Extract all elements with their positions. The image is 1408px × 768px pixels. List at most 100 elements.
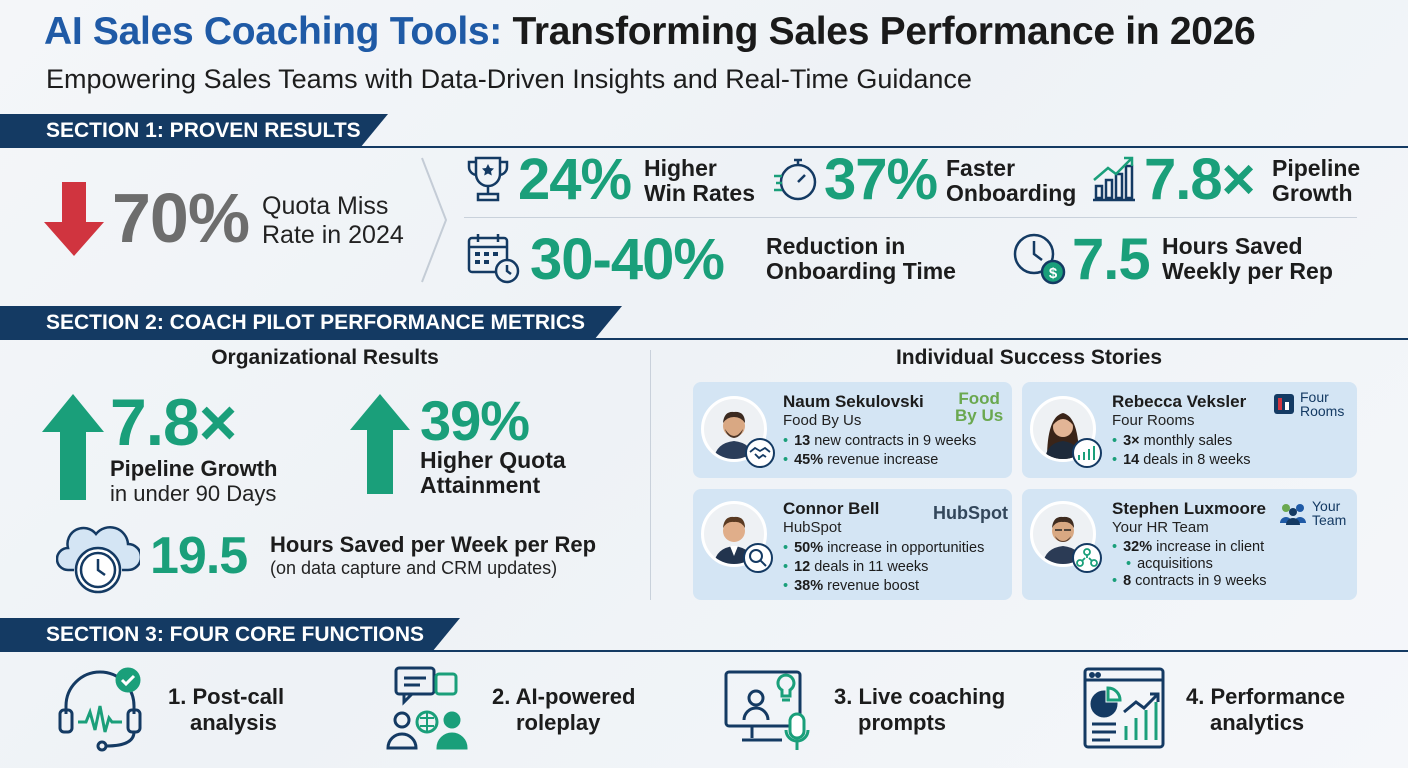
story-bullet: 13 new contracts in 9 weeks <box>783 432 976 451</box>
story-bullet: 12 deals in 11 weeks <box>783 558 984 577</box>
story-bullets: 50% increase in opportunities 12 deals i… <box>783 539 984 596</box>
story-card-rebecca: Rebecca Veksler Four Rooms Four Rooms 3×… <box>1022 382 1357 478</box>
stat-pipeline-line2: Growth <box>1272 180 1353 206</box>
company-logo-line2: Team <box>1312 512 1347 528</box>
story-bullet: 8 contracts in 9 weeks <box>1112 573 1266 590</box>
company-logo: Your Team <box>1278 499 1346 527</box>
stat-win-rates-line1: Higher <box>644 155 717 181</box>
function-post-call: 1. Post-call analysis <box>168 684 284 736</box>
monitor-microphone-icon <box>722 664 816 752</box>
quota-miss-value: 70% <box>112 179 250 257</box>
function-line2: roleplay <box>516 710 601 735</box>
avatar <box>1030 396 1096 462</box>
quota-miss-label: Quota Miss Rate in 2024 <box>262 192 404 250</box>
section1-rule <box>0 146 1408 148</box>
org-pipeline-value: 7.8× <box>110 385 237 459</box>
org-pipeline-label: Pipeline Growth <box>110 456 278 481</box>
page-title: AI Sales Coaching Tools: Transforming Sa… <box>44 10 1256 54</box>
stat-reduction-value: 30-40% <box>530 227 725 292</box>
story-name: Stephen Luxmoore <box>1112 499 1266 518</box>
four-rooms-logo-icon <box>1274 394 1294 414</box>
story-bullet: 3× monthly sales <box>1112 432 1250 451</box>
story-company: Four Rooms <box>1112 412 1195 429</box>
page-subtitle: Empowering Sales Teams with Data-Driven … <box>46 64 972 94</box>
section1-banner: SECTION 1: PROVEN RESULTS <box>0 114 388 148</box>
story-company: Food By Us <box>783 412 862 429</box>
story-card-connor: Connor Bell HubSpot HubSpot 50% increase… <box>693 489 1012 600</box>
org-quota-label: Higher Quota Attainment <box>420 448 566 498</box>
chevron-divider <box>420 156 450 284</box>
stat-onboarding-value: 37% <box>824 147 938 212</box>
stat-pipeline-label: Pipeline Growth <box>1272 156 1360 206</box>
bar-chart-icon <box>1072 438 1102 468</box>
function-roleplay: 2. AI-powered roleplay <box>492 684 635 736</box>
handshake-icon <box>745 438 775 468</box>
stat-win-rates-value: 24% <box>518 147 632 212</box>
quota-miss-line1: Quota Miss <box>262 192 389 220</box>
company-logo-line1: Four <box>1300 389 1329 405</box>
title-main: Transforming Sales Performance in 2026 <box>512 10 1256 53</box>
org-hours-label: Hours Saved per Week per Rep <box>270 532 597 557</box>
function-line1: 2. AI-powered <box>492 684 636 709</box>
story-bullet: 45% revenue increase <box>783 451 976 470</box>
avatar <box>701 396 767 462</box>
up-arrow-icon <box>42 394 104 500</box>
stat-pipeline-line1: Pipeline <box>1272 155 1361 181</box>
stat-onboarding-line2: Onboarding <box>946 180 1077 206</box>
analytics-dashboard-icon <box>1082 666 1166 750</box>
function-line1: 4. Performance <box>1186 684 1345 709</box>
section2-divider <box>650 350 651 600</box>
story-bullet: 38% revenue boost <box>783 577 984 596</box>
story-bullets: 13 new contracts in 9 weeks 45% revenue … <box>783 432 976 470</box>
company-logo-line2: Rooms <box>1300 403 1345 419</box>
company-logo-line2: By Us <box>955 406 1004 425</box>
calendar-clock-icon <box>466 232 520 284</box>
cloud-clock-icon <box>56 520 140 596</box>
org-results-heading: Organizational Results <box>211 346 439 369</box>
story-name: Connor Bell <box>783 499 880 518</box>
org-quota-value: 39% <box>420 389 530 452</box>
section3-banner: SECTION 3: FOUR CORE FUNCTIONS <box>0 618 460 652</box>
org-quota-line2: Attainment <box>420 472 541 498</box>
stat-onboarding-line1: Faster <box>946 155 1016 181</box>
section2-rule <box>0 338 1408 340</box>
org-hours-sub: (on data capture and CRM updates) <box>270 558 558 578</box>
function-line2: prompts <box>858 710 946 735</box>
stat-onboarding-label: Faster Onboarding <box>946 156 1076 206</box>
network-icon <box>1072 543 1102 573</box>
trophy-icon <box>466 154 510 204</box>
function-performance: 4. Performance analytics <box>1186 684 1345 736</box>
individual-heading: Individual Success Stories <box>895 346 1163 369</box>
stat-reduction-line2: Onboarding Time <box>766 258 956 284</box>
function-live-coaching: 3. Live coaching prompts <box>834 684 1005 736</box>
stat-reduction-line1: Reduction in <box>766 233 906 259</box>
story-bullets: 32% increase in client acquisitions 8 co… <box>1112 539 1267 590</box>
your-team-logo-icon <box>1280 504 1306 525</box>
company-logo-line1: Food <box>958 389 1000 408</box>
function-line1: 1. Post-call <box>168 684 285 709</box>
stat-hours-label: Hours Saved Weekly per Rep <box>1162 234 1333 284</box>
stats-divider <box>464 217 1357 218</box>
org-hours-value: 19.5 <box>150 527 248 585</box>
section3-rule <box>0 650 1408 652</box>
story-name: Naum Sekulovski <box>783 392 924 411</box>
magnifier-icon <box>743 543 773 573</box>
story-card-stephen: Stephen Luxmoore Your HR Team Your Team … <box>1022 489 1357 600</box>
title-highlight: AI Sales Coaching Tools: <box>44 10 502 53</box>
function-line2: analysis <box>190 710 277 735</box>
up-arrow-icon <box>350 394 410 494</box>
company-logo: Food By Us <box>955 390 1003 424</box>
story-bullet: 50% increase in opportunities <box>783 539 984 558</box>
org-quota-line1: Higher Quota <box>420 447 566 473</box>
story-company: Your HR Team <box>1112 519 1209 536</box>
stat-reduction-label: Reduction in Onboarding Time <box>766 234 956 284</box>
stat-hours-value: 7.5 <box>1072 227 1151 292</box>
section2-banner: SECTION 2: COACH PILOT PERFORMANCE METRI… <box>0 306 622 340</box>
stat-hours-line1: Hours Saved <box>1162 233 1303 259</box>
company-logo: Four Rooms <box>1274 390 1344 418</box>
story-name: Rebecca Veksler <box>1112 392 1247 411</box>
stat-win-rates-label: Higher Win Rates <box>644 156 755 206</box>
stat-hours-line2: Weekly per Rep <box>1162 258 1333 284</box>
stopwatch-icon <box>772 154 818 204</box>
story-bullet: 32% increase in client <box>1112 539 1267 556</box>
